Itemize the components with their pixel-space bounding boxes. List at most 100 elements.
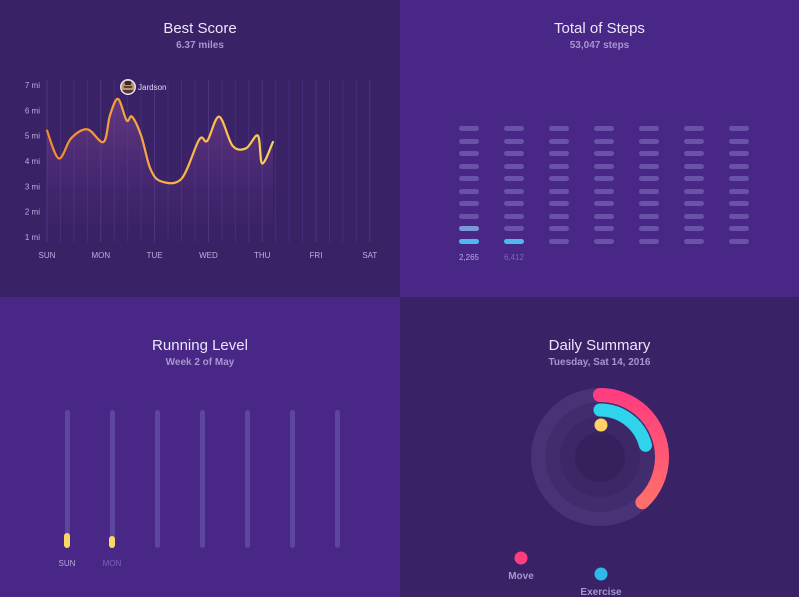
y-tick-label: 4 mi: [25, 157, 40, 166]
steps-bar-segment: [594, 213, 614, 219]
steps-bar-segment: [729, 151, 749, 156]
steps-bar-segment: [459, 126, 479, 131]
exercise-ring[interactable]: [593, 403, 653, 452]
total-steps-subtitle: 53,047 steps: [569, 40, 630, 51]
steps-bar-segment: [594, 126, 614, 131]
line-series: [45, 97, 275, 185]
steps-bar-segment: [639, 213, 659, 219]
steps-bar-segment: [639, 163, 659, 169]
steps-bar-segment: [549, 213, 569, 219]
steps-value-label: 6,412: [503, 253, 525, 262]
steps-value-label: 2,265: [458, 253, 480, 262]
x-tick-label: SUN: [39, 251, 56, 260]
running-level-panel: Running Level Week 2 of May SUN MON: [0, 297, 400, 597]
steps-bar-segment: [639, 238, 659, 244]
steps-bar-segment: [684, 188, 704, 194]
steps-bar-segment: [729, 188, 749, 194]
exercise-legend-label: Exercise: [580, 587, 622, 597]
running-level-track: [64, 410, 70, 548]
running-level-title: Running Level: [152, 337, 248, 354]
y-tick-label: 7 mi: [25, 81, 40, 90]
steps-bar-segment: [504, 188, 524, 194]
best-score-panel: Best Score 6.37 miles 1 mi 2 mi 3 mi 4 mi 5 …: [0, 0, 400, 297]
steps-bar-segment: [729, 163, 749, 169]
running-level-track: [154, 410, 160, 548]
y-tick-label: 1 mi: [25, 233, 40, 242]
steps-bar-segment: [594, 176, 614, 181]
total-steps-title: Total of Steps: [554, 20, 645, 37]
steps-bar-segment: [549, 126, 569, 131]
steps-bar-segment: [639, 126, 659, 131]
steps-bar-segment: [549, 138, 569, 144]
steps-bar-segment: [504, 238, 524, 244]
running-level-track: [109, 410, 115, 548]
steps-bar-segment: [459, 138, 479, 144]
daily-summary-title: Daily Summary: [548, 337, 651, 354]
steps-bar-segment: [504, 138, 524, 144]
line-area: [47, 98, 273, 237]
steps-bar-segment: [459, 201, 479, 206]
steps-bar-segment: [504, 151, 524, 156]
y-tick-label: 5 mi: [25, 132, 40, 141]
steps-bar-segment: [459, 151, 479, 156]
activity-rings: Move Exercise: [508, 388, 669, 597]
steps-bar-segment: [729, 226, 749, 231]
exercise-legend-dot: [594, 567, 608, 581]
best-score-chart: 1 mi 2 mi 3 mi 4 mi 5 mi 6 mi 7 mi SUN MON TUE WE…: [25, 79, 377, 260]
steps-bar-segment: [684, 126, 704, 131]
steps-bar-segment: [684, 238, 704, 244]
ring-center: [575, 432, 625, 482]
x-tick-label: THU: [254, 251, 271, 260]
steps-bar-segment: [729, 238, 749, 244]
steps-bar-segment: [504, 126, 524, 131]
steps-bar-segment: [639, 226, 659, 231]
steps-bar-segment: [594, 163, 614, 169]
steps-bar-segment: [729, 201, 749, 206]
x-tick-label: WED: [199, 251, 218, 260]
running-day-label: SUN: [58, 559, 76, 568]
steps-bar-segment: [729, 176, 749, 181]
steps-bar-segment: [684, 226, 704, 231]
marker-name: Jardson: [138, 83, 166, 92]
steps-bar-segment: [684, 176, 704, 181]
steps-bar-segment: [729, 213, 749, 219]
steps-bar-segment: [684, 213, 704, 219]
steps-bar-segment: [594, 226, 614, 231]
steps-bar-segment: [684, 163, 704, 169]
steps-bar-segment: [639, 188, 659, 194]
move-legend-label: Move: [508, 571, 534, 582]
steps-bar-segment: [639, 138, 659, 144]
stand-ring[interactable]: [594, 418, 608, 432]
daily-summary-subtitle: Tuesday, Sat 14, 2016: [548, 357, 651, 368]
steps-bar-segment: [594, 238, 614, 244]
steps-bar-segment: [504, 163, 524, 169]
steps-bar-segment: [459, 238, 479, 244]
running-level-subtitle: Week 2 of May: [165, 357, 235, 368]
steps-bar-segment: [549, 151, 569, 156]
steps-bar-segment: [549, 176, 569, 181]
y-tick-label: 2 mi: [25, 208, 40, 217]
steps-bar-segment: [594, 201, 614, 206]
steps-bar-segment: [549, 201, 569, 206]
steps-bar-segment: [549, 226, 569, 231]
x-tick-label: FRI: [310, 251, 323, 260]
steps-bar-segment: [549, 238, 569, 244]
running-level-track: [199, 410, 205, 548]
steps-bar-segment: [504, 213, 524, 219]
steps-bar-segment: [504, 201, 524, 206]
steps-bar-segment: [639, 201, 659, 206]
steps-bar-segment: [459, 226, 479, 231]
move-legend-dot: [514, 551, 528, 565]
steps-bar-segment: [729, 138, 749, 144]
running-level-fill: [64, 532, 70, 548]
steps-bar-segment: [549, 163, 569, 169]
steps-bar-segment: [549, 188, 569, 194]
steps-bar-segment: [594, 151, 614, 156]
steps-bar-segment: [594, 188, 614, 194]
best-score-title: Best Score: [163, 20, 237, 37]
move-ring[interactable]: [593, 388, 669, 510]
running-level-track: [334, 410, 340, 548]
running-level-track: [289, 410, 295, 548]
jardson-marker[interactable]: Jardson: [120, 79, 166, 95]
total-steps-panel: Total of Steps 53,047 steps 2,265 6,412: [400, 0, 799, 297]
